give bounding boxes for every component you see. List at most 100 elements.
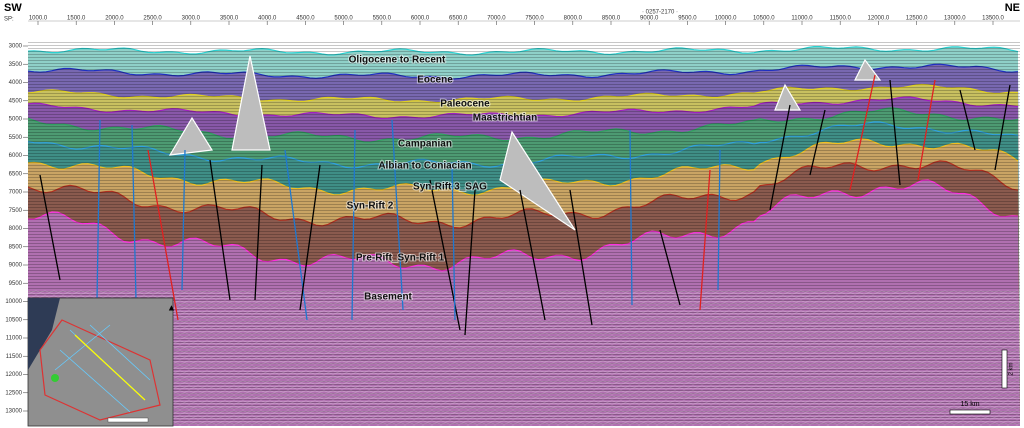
top-tick-label: 4000.0 [258, 16, 277, 22]
fault [519, 189, 546, 321]
horizon-label: Basement [364, 292, 412, 303]
left-tick-label: 3500 [9, 62, 23, 68]
fault [917, 79, 936, 181]
left-tick-label: 10500 [5, 317, 22, 323]
top-tick-label: 7500.0 [525, 16, 544, 22]
left-tick-label: 12500 [5, 390, 22, 396]
top-tick-label: 13500.0 [982, 16, 1004, 22]
top-tick-label: 8000.0 [564, 16, 583, 22]
top-tick-label: 10500.0 [753, 16, 775, 22]
top-tick-label: 3500.0 [220, 16, 239, 22]
top-tick-label: 12500.0 [906, 16, 928, 22]
top-tick-label: 13000.0 [944, 16, 966, 22]
top-tick-label: 11000.0 [791, 16, 813, 22]
left-tick-label: 11000 [6, 336, 23, 342]
left-tick-label: 7000 [9, 190, 23, 196]
top-tick-label: 5000.0 [334, 16, 353, 22]
fault [147, 149, 179, 321]
left-tick-label: 8000 [9, 226, 23, 232]
fault [629, 129, 633, 306]
top-tick-label: 1000.0 [29, 16, 48, 22]
fault [299, 164, 321, 311]
scale-vertical: 2 km [1009, 362, 1015, 375]
fault [659, 229, 681, 306]
inset-map: ▲ [27, 297, 176, 427]
horizon-label: Eocene [417, 75, 453, 86]
fault [994, 84, 1011, 171]
diapir [854, 58, 882, 81]
fault [391, 119, 404, 311]
fault [284, 149, 308, 321]
line-id: · 0257-2170 · [642, 10, 678, 16]
left-tick-label: 5500 [9, 135, 23, 141]
left-tick-label: 6500 [9, 171, 23, 177]
diapir [499, 130, 576, 231]
fault [464, 189, 476, 336]
diapir [168, 116, 214, 156]
left-tick-label: 6000 [9, 153, 23, 159]
fault [209, 159, 231, 301]
fault [769, 104, 791, 211]
top-tick-label: 5500.0 [373, 16, 392, 22]
horizon-label: Oligocene to Recent [349, 55, 446, 66]
fault [809, 109, 826, 176]
top-tick-label: 6000.0 [411, 16, 430, 22]
top-tick-label: 6500.0 [449, 16, 468, 22]
left-tick-label: 4500 [9, 98, 23, 104]
top-tick-label: 12000.0 [868, 16, 890, 22]
diapir [231, 55, 271, 151]
fault [351, 129, 356, 321]
top-tick-label: 3000.0 [182, 16, 201, 22]
fault [131, 124, 137, 301]
fault [889, 79, 901, 186]
scale-horizontal: 15 km [960, 401, 979, 408]
horizon-label: Paleocene [440, 99, 490, 110]
top-tick-label: 4500.0 [296, 16, 315, 22]
horizon-label: Syn-Rift 2 [347, 201, 394, 212]
top-tick-label: 9500.0 [678, 16, 697, 22]
top-tick-label: 2500.0 [143, 16, 162, 22]
left-tick-label: 7500 [9, 208, 23, 214]
fault [717, 149, 721, 291]
svg-text:▲: ▲ [167, 302, 176, 312]
scale-bars: 15 km 2 km [949, 349, 1015, 415]
top-tick-label: 11500.0 [830, 16, 852, 22]
fault [699, 169, 711, 311]
top-tick-label: 7000.0 [487, 16, 506, 22]
fault [959, 89, 976, 151]
left-tick-label: 10000 [5, 299, 22, 305]
sp-label: SP: [4, 17, 14, 23]
fault [181, 149, 186, 291]
horizon-label: Pre-Rift_Syn-Rift 1 [356, 253, 445, 264]
fault [96, 119, 101, 301]
left-axis-bg [0, 28, 28, 428]
header-bar [0, 0, 1024, 28]
fault [569, 189, 593, 326]
diapir [774, 83, 802, 111]
left-tick-label: 12000 [5, 372, 22, 378]
fault [254, 164, 263, 301]
left-tick-label: 9000 [9, 263, 23, 269]
horizon-label: Campanian [398, 139, 452, 150]
section-body [27, 40, 1020, 427]
left-tick-label: 4000 [9, 80, 23, 86]
top-tick-label: 9000.0 [640, 16, 659, 22]
fault [451, 164, 456, 321]
top-tick-label: 2000.0 [105, 16, 124, 22]
direction-sw: SW [4, 2, 22, 14]
fault [849, 74, 876, 191]
left-tick-label: 13000 [5, 409, 22, 415]
left-tick-label: 11500 [6, 354, 23, 360]
top-tick-label: 8500.0 [602, 16, 621, 22]
top-tick-label: 1500.0 [67, 16, 86, 22]
left-tick-label: 9500 [9, 281, 23, 287]
left-tick-label: 5000 [9, 117, 23, 123]
left-tick-label: 8500 [9, 244, 23, 250]
top-tick-label: 10000.0 [715, 16, 737, 22]
texture-basement [28, 290, 1020, 426]
left-tick-label: 3000 [9, 44, 23, 50]
horizon-label: Albian to Coniacian [378, 161, 471, 172]
horizon-label: Maastrichtian [473, 113, 537, 124]
horizon-label: Syn-Rift 3_SAG [413, 182, 487, 193]
